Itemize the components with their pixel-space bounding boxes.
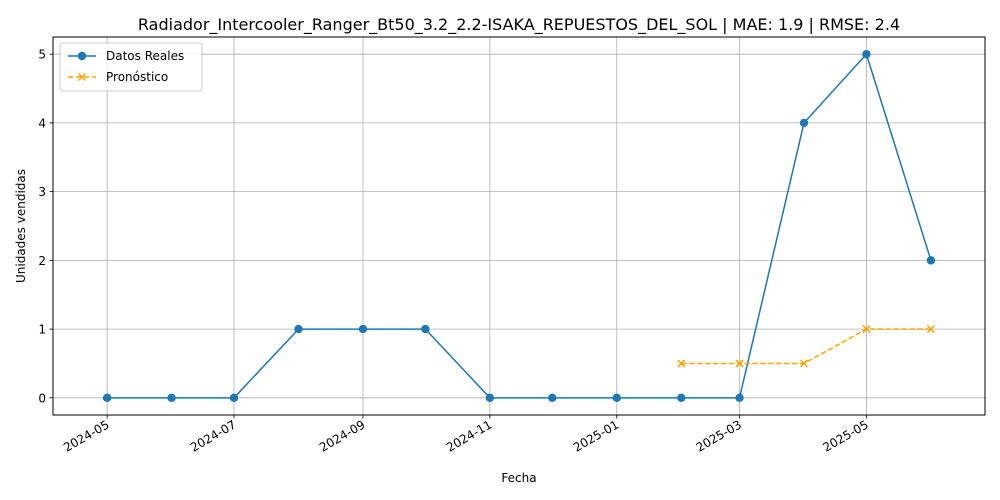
legend-marker-datos-reales	[77, 51, 87, 61]
series-group	[102, 49, 936, 403]
data-point-pronostico	[799, 359, 809, 368]
data-point-datos-reales	[102, 393, 112, 403]
data-point-datos-reales	[167, 393, 176, 403]
y-axis-title: Unidades vendidas	[14, 169, 28, 283]
data-point-datos-reales	[862, 49, 871, 59]
data-point-datos-reales	[229, 393, 239, 403]
x-tick-label: 2024-05	[61, 417, 111, 454]
data-point-pronostico	[862, 325, 871, 334]
data-point-datos-reales	[294, 324, 303, 334]
axis-ticks: 2024-05 2024-07 2024-09 2024-11 2025-01 2025-…	[38, 48, 871, 455]
series-line-datos-reales	[107, 53, 932, 399]
data-point-pronostico	[677, 359, 686, 368]
x-tick-label: 2025-05	[820, 417, 870, 454]
data-point-datos-reales	[735, 393, 744, 403]
data-point-datos-reales	[358, 324, 368, 334]
series-line-pronostico	[681, 328, 931, 365]
y-tick-label: 4	[38, 116, 46, 130]
x-tick-label: 2024-11	[444, 417, 494, 454]
data-point-datos-reales	[677, 393, 686, 403]
data-point-pronostico	[926, 325, 935, 334]
data-point-pronostico	[735, 359, 744, 368]
legend-label-pronostico: Pronóstico	[106, 70, 168, 84]
data-point-datos-reales	[799, 118, 809, 128]
x-tick-label: 2024-07	[188, 417, 238, 454]
y-tick-label: 1	[38, 323, 46, 337]
grid	[53, 37, 985, 415]
legend: Datos Reales Pronóstico	[59, 42, 203, 92]
x-tick-label: 2024-09	[317, 417, 367, 454]
x-tick-label: 2025-01	[571, 417, 621, 454]
data-point-datos-reales	[548, 393, 557, 403]
data-point-datos-reales	[421, 324, 430, 334]
y-tick-label: 0	[38, 391, 46, 405]
legend-marker-pronostico	[77, 72, 87, 82]
data-point-datos-reales	[485, 393, 495, 403]
data-point-datos-reales	[926, 256, 936, 265]
y-tick-label: 3	[38, 185, 46, 199]
data-point-datos-reales	[612, 393, 621, 403]
x-tick-label: 2025-03	[694, 417, 744, 454]
x-axis-title: Fecha	[501, 471, 536, 485]
y-tick-label: 5	[38, 48, 46, 62]
legend-label-datos-reales: Datos Reales	[106, 49, 184, 63]
legend-box	[59, 42, 203, 92]
plot-frame	[52, 36, 986, 416]
y-tick-label: 2	[38, 254, 46, 268]
chart-title: Radiador_Intercooler_Ranger_Bt50_3.2_2.2…	[138, 15, 900, 35]
